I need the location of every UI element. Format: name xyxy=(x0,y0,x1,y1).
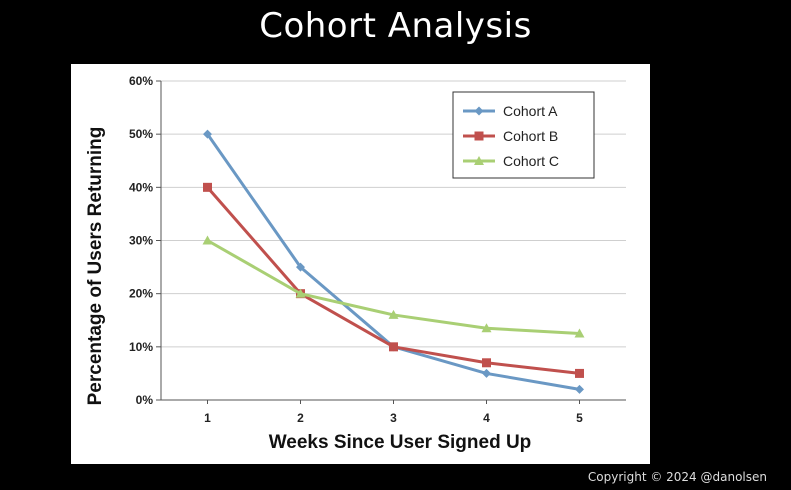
legend-entry: Cohort A xyxy=(463,103,558,119)
slide-title: Cohort Analysis xyxy=(259,6,532,46)
legend-swatch-marker xyxy=(474,156,484,165)
data-point xyxy=(203,182,212,192)
x-tick-label: 1 xyxy=(204,411,211,425)
x-tick-label: 2 xyxy=(297,411,304,425)
legend-swatch-marker xyxy=(474,106,484,116)
legend-entry: Cohort C xyxy=(463,153,559,169)
axes xyxy=(156,80,626,404)
y-tick-label: 20% xyxy=(129,287,153,301)
y-tick-label: 60% xyxy=(129,74,153,88)
grid-lines xyxy=(161,80,626,348)
series-layer xyxy=(202,129,585,394)
data-point xyxy=(482,358,491,368)
y-tick-labels: 0% 10% 20% 30% 40% 50% 60% xyxy=(129,74,153,407)
data-point xyxy=(482,368,491,378)
data-point xyxy=(388,309,399,319)
copyright-notice: Copyright © 2024 @danolsen xyxy=(587,470,767,484)
data-point xyxy=(296,262,305,272)
series-line xyxy=(206,239,580,336)
data-point xyxy=(575,368,584,378)
legend-label: Cohort C xyxy=(503,153,559,169)
series-cohort-b xyxy=(203,182,584,378)
data-point xyxy=(203,129,212,139)
data-point xyxy=(481,323,492,333)
x-tick-label: 3 xyxy=(390,411,397,425)
x-tick-labels: 1 2 3 4 5 xyxy=(204,411,583,425)
y-tick-label: 50% xyxy=(129,127,153,141)
data-point xyxy=(574,328,585,338)
y-tick-label: 10% xyxy=(129,340,153,354)
series-cohort-c xyxy=(202,235,585,338)
y-tick-label: 30% xyxy=(129,234,153,248)
x-tick-label: 4 xyxy=(483,411,490,425)
y-tick-label: 0% xyxy=(136,393,154,407)
legend-swatch-marker xyxy=(474,131,484,141)
y-tick-label: 40% xyxy=(129,180,153,194)
x-tick-label: 5 xyxy=(576,411,583,425)
data-point xyxy=(295,288,306,298)
legend-label: Cohort B xyxy=(503,128,558,144)
y-axis-title: Percentage of Users Returning xyxy=(85,127,106,406)
legend: Cohort A Cohort B Cohort C xyxy=(452,91,595,179)
data-point xyxy=(575,384,584,394)
data-point xyxy=(202,235,213,245)
x-axis-title: Weeks Since User Signed Up xyxy=(269,432,532,453)
legend-label: Cohort A xyxy=(503,103,558,119)
data-point xyxy=(389,342,398,352)
legend-entry: Cohort B xyxy=(463,128,558,144)
